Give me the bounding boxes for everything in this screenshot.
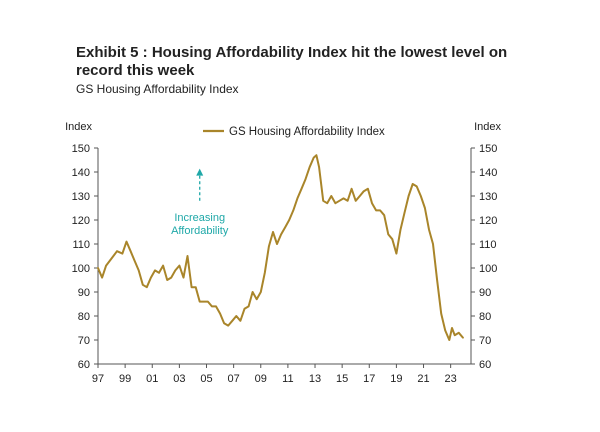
- y-tick-label-left: 140: [72, 167, 90, 179]
- y-tick-label-left: 60: [78, 359, 90, 371]
- x-tick-label: 01: [146, 373, 158, 385]
- y-tick-label-left: 70: [78, 335, 90, 347]
- x-tick-label: 07: [228, 373, 240, 385]
- x-tick-label: 09: [255, 373, 267, 385]
- y-tick-label-right: 120: [479, 215, 497, 227]
- chart-title: Exhibit 5 : Housing Affordability Index …: [76, 44, 508, 79]
- y-tick-label-right: 60: [479, 359, 491, 371]
- x-tick-label: 03: [173, 373, 185, 385]
- y-tick-label-right: 130: [479, 191, 497, 203]
- y-tick-label-right: 140: [479, 167, 497, 179]
- y-tick-label-right: 110: [479, 239, 497, 251]
- y-tick-label-left: 110: [72, 239, 90, 251]
- x-tick-label: 21: [417, 373, 429, 385]
- x-tick-label: 97: [92, 373, 104, 385]
- x-tick-label: 13: [309, 373, 321, 385]
- x-tick-label: 19: [390, 373, 402, 385]
- legend: GS Housing Affordability Index: [203, 126, 385, 138]
- x-tick-label: 17: [363, 373, 375, 385]
- legend-label: GS Housing Affordability Index: [229, 126, 385, 138]
- chart-subtitle: GS Housing Affordability Index: [76, 82, 239, 96]
- y-tick-label-left: 130: [72, 191, 90, 203]
- annotation-text: Affordability: [171, 225, 229, 237]
- x-tick-label: 23: [445, 373, 457, 385]
- y-tick-label-right: 100: [479, 263, 497, 275]
- series-layer: [97, 154, 464, 341]
- y-tick-label-right: 70: [479, 335, 491, 347]
- y-tick-label-left: 80: [78, 311, 90, 323]
- y-tick-label-left: 100: [72, 263, 90, 275]
- x-tick-label: 05: [200, 373, 212, 385]
- y-tick-label-left: 150: [72, 143, 90, 155]
- y-tick-label-right: 80: [479, 311, 491, 323]
- y-tick-label-right: 150: [479, 143, 497, 155]
- annotation-text: Increasing: [174, 212, 225, 224]
- x-tick-label: 11: [282, 373, 293, 385]
- y-tick-label-left: 90: [78, 287, 90, 299]
- y-axis-title-left: Index: [65, 121, 92, 133]
- series-line: [97, 154, 464, 341]
- y-tick-label-left: 120: [72, 215, 90, 227]
- annotation-arrow-head: [196, 168, 204, 176]
- x-tick-label: 15: [336, 373, 348, 385]
- y-axis-title-right: Index: [474, 121, 501, 133]
- y-tick-label-right: 90: [479, 287, 491, 299]
- x-tick-label: 99: [119, 373, 131, 385]
